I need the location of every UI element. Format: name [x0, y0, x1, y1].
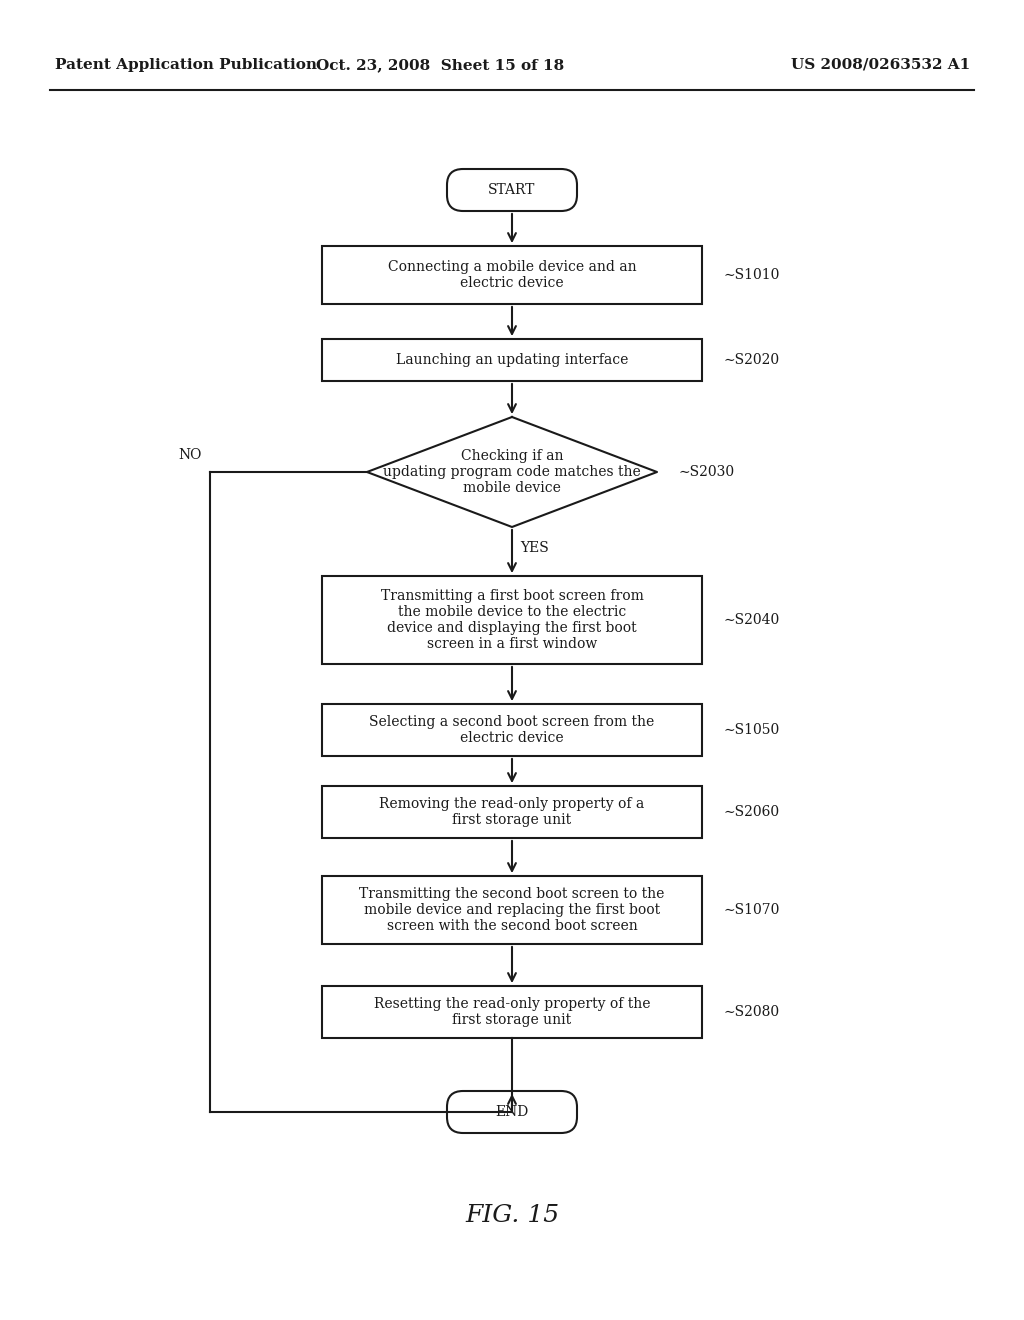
Bar [322, 339, 702, 381]
Text: ∼S2020: ∼S2020 [724, 352, 780, 367]
Text: Checking if an
updating program code matches the
mobile device: Checking if an updating program code mat… [383, 449, 641, 495]
Text: ∼S1010: ∼S1010 [724, 268, 780, 282]
Text: US 2008/0263532 A1: US 2008/0263532 A1 [791, 58, 970, 73]
Text: YES: YES [520, 541, 549, 554]
Polygon shape [367, 417, 657, 527]
FancyBboxPatch shape [447, 1092, 577, 1133]
Text: END: END [496, 1105, 528, 1119]
FancyBboxPatch shape [447, 169, 577, 211]
Bar [322, 785, 702, 838]
Bar [322, 876, 702, 944]
Bar [322, 246, 702, 304]
Text: ∼S2060: ∼S2060 [724, 805, 780, 818]
Text: ∼S2080: ∼S2080 [724, 1005, 780, 1019]
Text: ∼S1050: ∼S1050 [724, 723, 780, 737]
Text: ∼S2030: ∼S2030 [679, 465, 735, 479]
Text: START: START [488, 183, 536, 197]
Bar [322, 576, 702, 664]
Text: Patent Application Publication: Patent Application Publication [55, 58, 317, 73]
Text: Removing the read-only property of a
first storage unit: Removing the read-only property of a fir… [379, 797, 645, 828]
Text: NO: NO [178, 447, 202, 462]
Text: Selecting a second boot screen from the
electric device: Selecting a second boot screen from the … [370, 715, 654, 744]
Text: ∼S2040: ∼S2040 [724, 612, 780, 627]
Text: Launching an updating interface: Launching an updating interface [396, 352, 628, 367]
Bar [322, 986, 702, 1038]
Text: Transmitting a first boot screen from
the mobile device to the electric
device a: Transmitting a first boot screen from th… [381, 589, 643, 651]
Bar [322, 704, 702, 756]
Text: FIG. 15: FIG. 15 [465, 1204, 559, 1226]
Text: Connecting a mobile device and an
electric device: Connecting a mobile device and an electr… [388, 260, 636, 290]
Text: ∼S1070: ∼S1070 [724, 903, 780, 917]
Text: Transmitting the second boot screen to the
mobile device and replacing the first: Transmitting the second boot screen to t… [359, 887, 665, 933]
Text: Resetting the read-only property of the
first storage unit: Resetting the read-only property of the … [374, 997, 650, 1027]
Text: Oct. 23, 2008  Sheet 15 of 18: Oct. 23, 2008 Sheet 15 of 18 [315, 58, 564, 73]
